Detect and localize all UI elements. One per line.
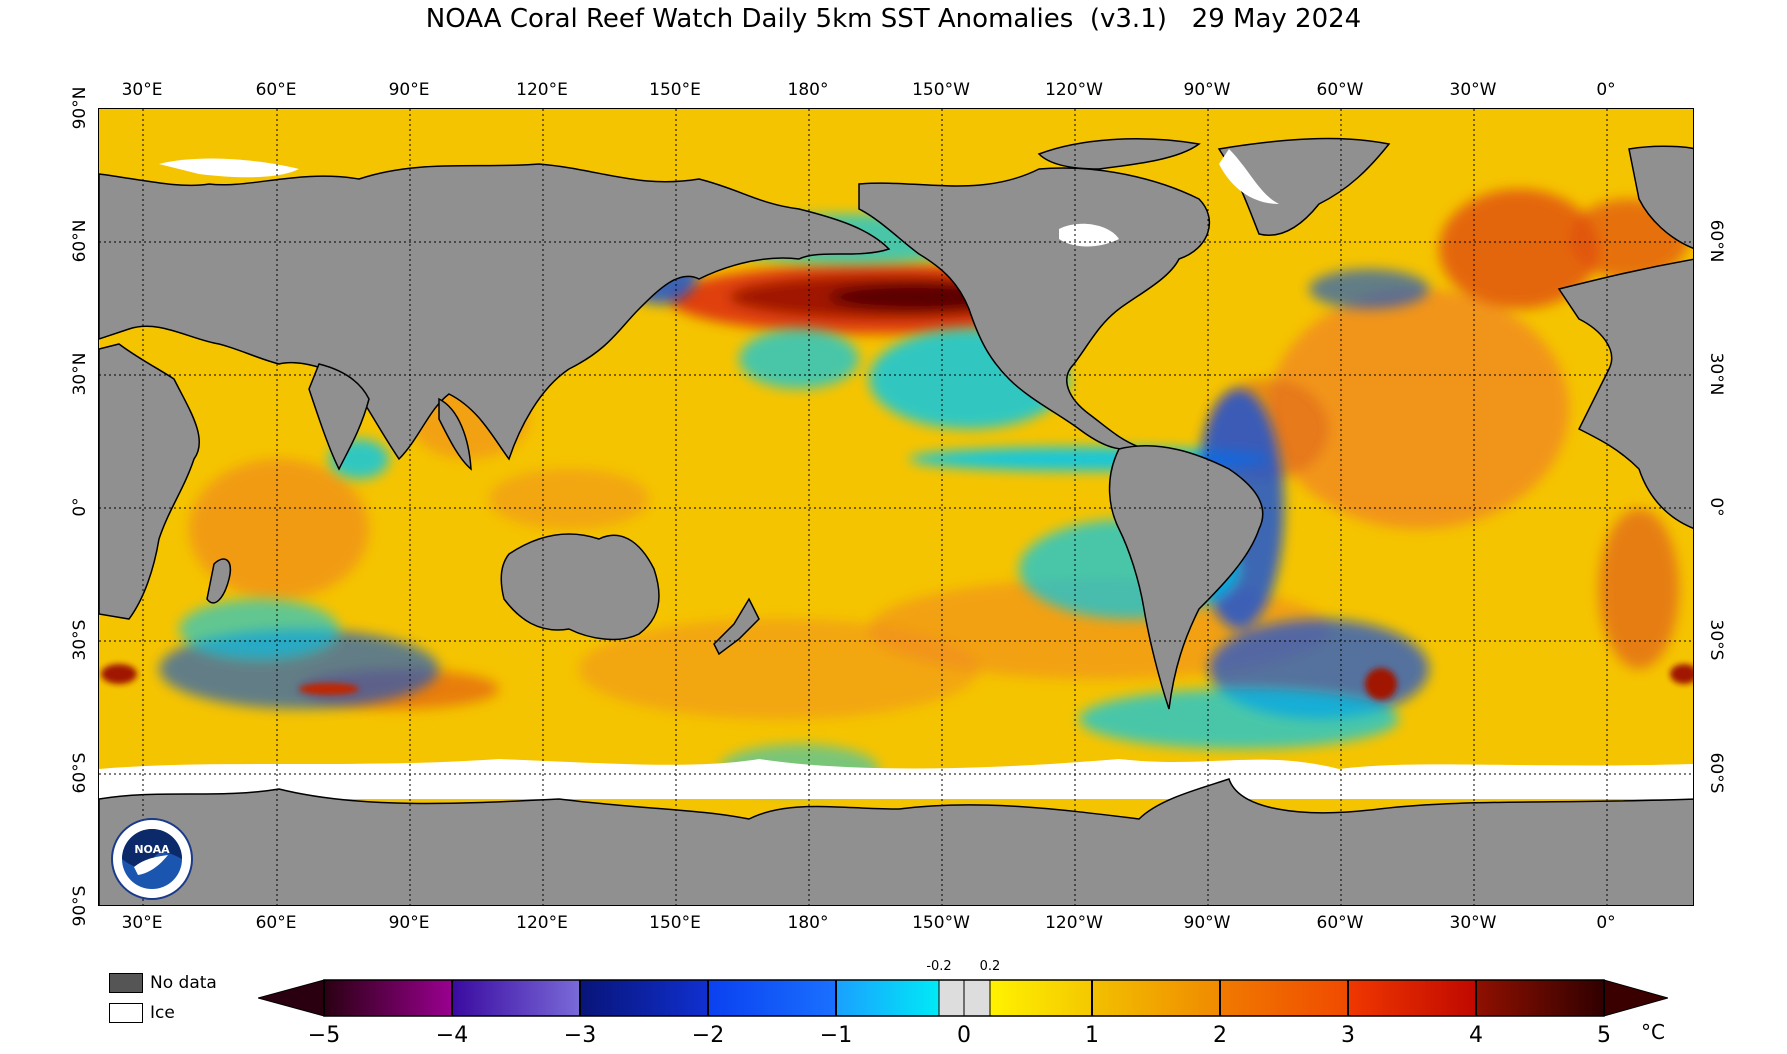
greenland <box>1217 137 1391 236</box>
colorbar-segment <box>990 980 1092 1016</box>
colorbar-segment <box>1476 980 1604 1016</box>
longitude-label-top: 90°W <box>1183 80 1231 100</box>
continents <box>99 137 1693 710</box>
sst-anomaly-map <box>98 108 1694 906</box>
latitude-label-right: 0° <box>1706 497 1726 517</box>
longitude-label-bottom: 90°E <box>388 913 430 933</box>
colorbar-segment <box>1220 980 1348 1016</box>
longitude-label-top: 180° <box>787 80 829 100</box>
map-canvas <box>99 109 1693 905</box>
latitude-label-left: 60°N <box>70 219 90 263</box>
latitude-label-left: 90°N <box>70 86 90 130</box>
colorbar-tick-label: 1 <box>1085 1023 1099 1048</box>
longitude-label-bottom: 30°E <box>121 913 163 933</box>
no-data-swatch <box>109 973 143 993</box>
ice-label: Ice <box>150 1003 175 1023</box>
latitude-label-left: 90°S <box>70 885 90 927</box>
colorbar-tick-label: −2 <box>691 1023 725 1048</box>
longitude-label-bottom: 60°E <box>255 913 297 933</box>
colorbar-tick-label: 5 <box>1597 1023 1611 1048</box>
longitude-label-top: 0° <box>1596 80 1616 100</box>
colorbar-min-arrow <box>258 979 325 1017</box>
longitude-label-bottom: 30°W <box>1449 913 1497 933</box>
svg-text:NOAA: NOAA <box>134 843 170 856</box>
longitude-label-bottom: 150°W <box>912 913 970 933</box>
madagascar <box>206 558 231 604</box>
colorbar-segment <box>1348 980 1476 1016</box>
colorbar-segment <box>580 980 708 1016</box>
noaa-logo: NOAA <box>111 818 193 900</box>
longitude-label-bottom: 120°E <box>516 913 568 933</box>
longitude-label-bottom: 150°E <box>649 913 701 933</box>
ice-swatch <box>109 1003 143 1023</box>
warm-anomaly-regions <box>189 189 1689 719</box>
colorbar-unit: °C <box>1641 1020 1665 1044</box>
longitude-label-top: 90°E <box>388 80 430 100</box>
new-zealand <box>713 597 760 656</box>
longitude-label-top: 60°E <box>255 80 297 100</box>
colorbar-tick-label: −1 <box>819 1023 853 1048</box>
colorbar-tick-label: −4 <box>435 1023 469 1048</box>
arctic-islands <box>1037 138 1201 170</box>
longitude-label-bottom: 180° <box>787 913 829 933</box>
graticule <box>99 109 1693 905</box>
longitude-label-bottom: 120°W <box>1045 913 1103 933</box>
australia <box>500 533 660 641</box>
latitude-label-right: 60°N <box>1706 219 1726 263</box>
longitude-label-bottom: 60°W <box>1316 913 1364 933</box>
colorbar-tick-label: 4 <box>1469 1023 1483 1048</box>
longitude-label-top: 60°W <box>1316 80 1364 100</box>
longitude-label-bottom: 0° <box>1596 913 1616 933</box>
latitude-label-left: 0° <box>70 497 90 517</box>
africa-east <box>99 343 200 620</box>
latitude-label-right: 60°S <box>1706 752 1726 794</box>
latitude-label-right: 30°S <box>1706 619 1726 661</box>
southern-hot-spots <box>101 664 1693 700</box>
colorbar-segment <box>836 980 939 1016</box>
longitude-label-bottom: 90°W <box>1183 913 1231 933</box>
latitude-label-right: 30°N <box>1706 352 1726 396</box>
colorbar-tick-minus-0-2: -0.2 <box>926 959 952 974</box>
colorbar-tick-label: 2 <box>1213 1023 1227 1048</box>
colorbar-segment <box>324 980 452 1016</box>
europe-africa-west <box>1557 258 1693 529</box>
colorbar-tick-label: 3 <box>1341 1023 1355 1048</box>
longitude-label-top: 120°W <box>1045 80 1103 100</box>
map-title: NOAA Coral Reef Watch Daily 5km SST Anom… <box>425 4 1362 34</box>
longitude-label-top: 30°W <box>1449 80 1497 100</box>
latitude-label-left: 30°N <box>70 352 90 396</box>
scandinavia <box>1628 145 1693 249</box>
colorbar <box>258 979 1668 1017</box>
longitude-label-top: 30°E <box>121 80 163 100</box>
colorbar-tick-label: −5 <box>307 1023 341 1048</box>
colorbar-tick-label: 0 <box>957 1023 971 1048</box>
longitude-label-top: 120°E <box>516 80 568 100</box>
colorbar-max-arrow <box>1603 979 1668 1017</box>
india <box>308 363 370 471</box>
latitude-label-left: 60°S <box>70 752 90 794</box>
colorbar-segment <box>452 980 580 1016</box>
indochina <box>438 397 472 471</box>
no-data-label: No data <box>150 973 217 993</box>
antarctica <box>99 759 1693 905</box>
colorbar-segment <box>1092 980 1220 1016</box>
longitude-label-top: 150°W <box>912 80 970 100</box>
arctic-ice <box>159 149 1279 247</box>
north-america <box>858 167 1210 451</box>
longitude-label-top: 150°E <box>649 80 701 100</box>
colorbar-tick-label: −3 <box>563 1023 597 1048</box>
colorbar-tick-plus-0-2: 0.2 <box>979 959 1001 974</box>
south-america <box>1108 445 1264 710</box>
latitude-label-left: 30°S <box>70 619 90 661</box>
colorbar-segment <box>708 980 836 1016</box>
